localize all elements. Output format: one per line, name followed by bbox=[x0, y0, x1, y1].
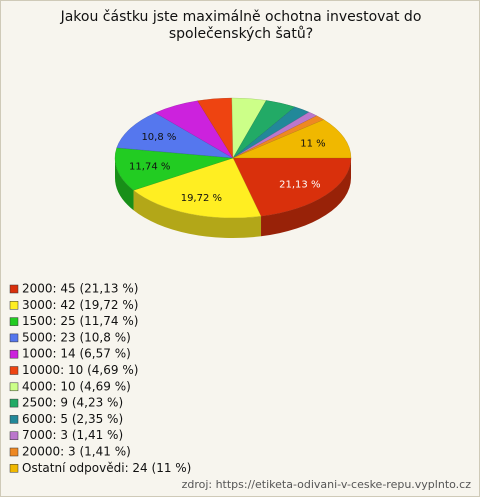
legend-label: 7000: 3 (1,41 %) bbox=[22, 428, 123, 442]
legend-swatch bbox=[9, 333, 19, 343]
slice-side bbox=[115, 158, 134, 211]
data-label: 21,13 % bbox=[279, 180, 320, 191]
legend-swatch bbox=[9, 284, 19, 294]
data-label: 11,74 % bbox=[129, 162, 170, 173]
slice-side bbox=[133, 190, 262, 238]
legend-swatch bbox=[9, 415, 19, 424]
legend-swatch bbox=[9, 464, 19, 473]
legend-swatch bbox=[9, 447, 19, 457]
data-label: 11 % bbox=[300, 138, 325, 149]
slice bbox=[232, 157, 352, 217]
legend-swatch bbox=[9, 431, 19, 440]
legend-swatch bbox=[9, 349, 19, 359]
legend-swatch bbox=[9, 398, 19, 408]
legend-label: 6000: 5 (2,35 %) bbox=[22, 412, 123, 426]
legend-label: 1000: 14 (6,57 %) bbox=[22, 347, 131, 361]
legend-label: Ostatní odpovědi: 24 (11 %) bbox=[22, 461, 191, 475]
legend-label: 2500: 9 (4,23 %) bbox=[22, 396, 123, 410]
legend-label: 1500: 25 (11,74 %) bbox=[22, 314, 138, 328]
legend-label: 10000: 10 (4,69 %) bbox=[22, 363, 138, 377]
legend-swatch bbox=[9, 317, 19, 326]
legend-label: 2000: 45 (21,13 %) bbox=[22, 282, 138, 296]
data-label: 19,72 % bbox=[181, 193, 222, 204]
chart-title: Jakou částku jste maximálně ochotna inve… bbox=[60, 9, 422, 42]
slice-side bbox=[261, 158, 351, 237]
legend-swatch bbox=[9, 382, 19, 392]
slice bbox=[116, 112, 234, 159]
legend-label: 20000: 3 (1,41 %) bbox=[22, 445, 131, 459]
slice bbox=[133, 157, 262, 219]
data-label: 10,8 % bbox=[141, 132, 176, 143]
legend-swatch bbox=[9, 366, 19, 375]
legend-label: 4000: 10 (4,69 %) bbox=[22, 379, 131, 393]
legend-swatch bbox=[9, 301, 19, 310]
legend-label: 5000: 23 (10,8 %) bbox=[22, 330, 131, 344]
legend-label: 3000: 42 (19,72 %) bbox=[22, 298, 138, 312]
source: zdroj: https://etiketa-odivani-v-ceske-r… bbox=[182, 478, 472, 491]
slice bbox=[114, 147, 234, 191]
